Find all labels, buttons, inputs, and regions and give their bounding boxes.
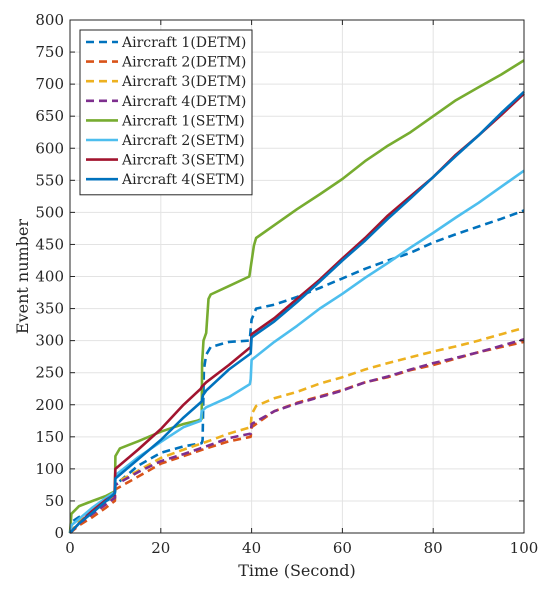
x-tick-label: 0 [65, 539, 75, 557]
y-tick-label: 700 [35, 75, 64, 93]
series-line [69, 340, 525, 534]
x-tick-label: 100 [510, 539, 539, 557]
y-tick-label: 450 [35, 235, 64, 253]
x-tick-label: 40 [242, 539, 261, 557]
y-tick-label: 300 [35, 332, 64, 350]
legend-label: Aircraft 1(DETM) [121, 35, 246, 51]
series-lines [68, 59, 525, 534]
y-tick-label: 50 [45, 492, 64, 510]
y-tick-label: 200 [35, 396, 64, 414]
y-tick-label: 100 [35, 460, 64, 478]
y-tick-label: 600 [35, 139, 64, 157]
series-line [68, 169, 525, 534]
legend-box [79, 29, 253, 196]
series-line [68, 326, 525, 534]
legend: Aircraft 1(DETM) Aircraft 2(DETM) Aircraft… [79, 29, 253, 196]
y-tick-label: 400 [35, 268, 64, 286]
series-line [69, 90, 525, 534]
axes: 0 20 40 60 80 100 0 50 100 150 200 250 300 350 400 450 5… [13, 11, 538, 580]
series-line [69, 338, 525, 534]
y-tick-label: 0 [54, 524, 64, 542]
y-tick-label: 800 [35, 11, 64, 29]
legend-label: Aircraft 2(DETM) [121, 55, 246, 71]
legend-label: Aircraft 3(SETM) [121, 153, 245, 169]
y-tick-label: 750 [35, 43, 64, 61]
legend-label: Aircraft 3(DETM) [121, 74, 246, 90]
y-tick-label: 500 [35, 203, 64, 221]
y-tick-label: 350 [35, 300, 64, 318]
x-axis-label: Time (Second) [238, 561, 356, 580]
y-axis-label: Event number [13, 219, 32, 335]
series-line [68, 209, 525, 534]
y-tick-label: 250 [35, 364, 64, 382]
legend-label: Aircraft 1(SETM) [121, 113, 245, 129]
legend-label: Aircraft 2(SETM) [121, 133, 245, 149]
y-tick-label: 650 [35, 107, 64, 125]
y-tick-label: 550 [35, 171, 64, 189]
x-tick-label: 60 [333, 539, 352, 557]
legend-label: Aircraft 4(SETM) [121, 172, 245, 188]
x-tick-label: 20 [151, 539, 170, 557]
legend-label: Aircraft 4(DETM) [121, 94, 246, 110]
y-tick-label: 150 [35, 428, 64, 446]
x-tick-label: 80 [424, 539, 443, 557]
